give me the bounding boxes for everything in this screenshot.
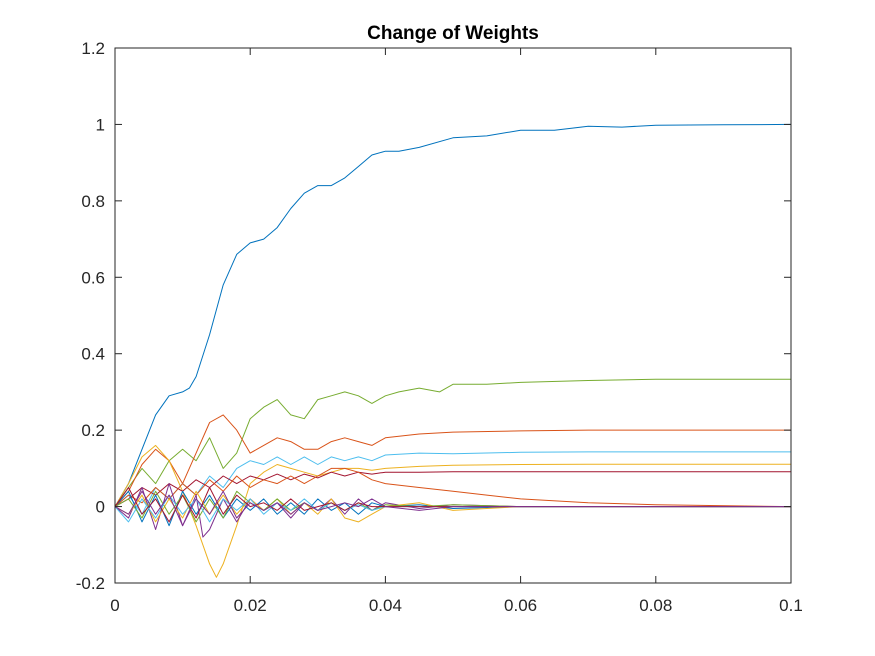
series-line-7 — [114, 467, 792, 508]
plot-area — [115, 48, 791, 583]
series-line-2 — [114, 378, 791, 507]
series-line-14 — [114, 490, 791, 527]
axes-box — [114, 47, 792, 584]
series-layer — [114, 123, 792, 578]
x-tick-label: 0.02 — [234, 596, 267, 615]
y-tick-label: 0.8 — [81, 192, 105, 211]
series-line-13 — [114, 487, 791, 523]
series-line-6 — [114, 471, 791, 508]
y-tick-label: 0.4 — [81, 345, 105, 364]
y-tick-label: 1.2 — [81, 39, 105, 58]
y-tick-label: 0 — [96, 498, 105, 517]
ticks-layer: 0 0.02 0.04 0.06 0.08 0.1 -0.2 0 0.2 0.4 0.6 0.8 1 1.… — [76, 39, 803, 615]
y-tick-label: 0.2 — [81, 421, 105, 440]
x-tick-label: 0.08 — [639, 596, 672, 615]
y-tick-label: 1 — [96, 115, 105, 134]
chart-title: Change of Weights — [367, 23, 539, 44]
series-line-9 — [114, 490, 791, 527]
y-tick-label: 0.6 — [81, 268, 105, 287]
series-line-5 — [114, 444, 791, 578]
x-tick-label: 0.1 — [779, 596, 803, 615]
x-tick-label: 0 — [110, 596, 119, 615]
x-tick-label: 0.04 — [369, 596, 402, 615]
y-tick-label: -0.2 — [76, 574, 105, 593]
series-line-1 — [114, 123, 792, 507]
series-line-3 — [114, 414, 791, 507]
x-tick-label: 0.06 — [504, 596, 537, 615]
